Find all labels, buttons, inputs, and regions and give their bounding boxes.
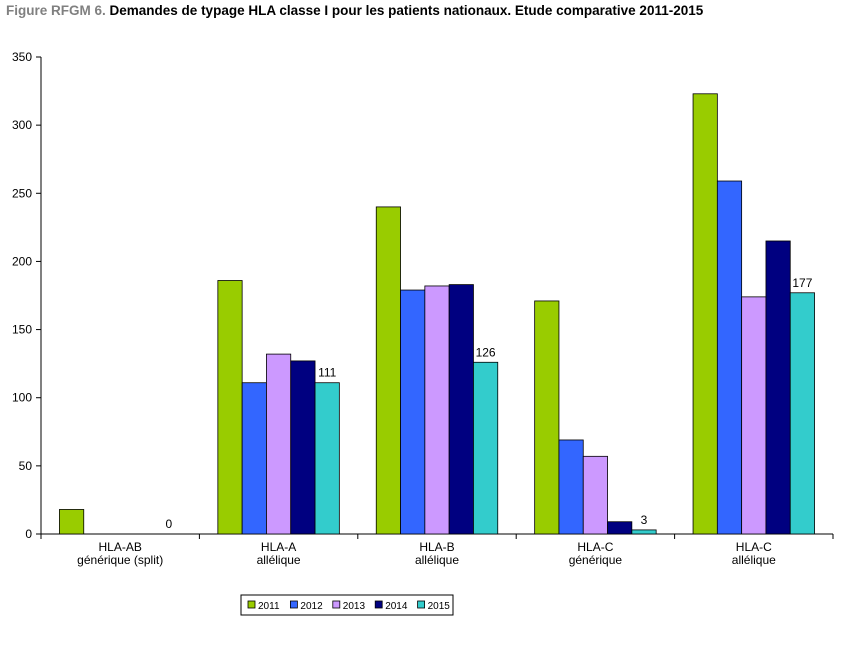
bar-2012-2 [400, 289, 426, 535]
y-tick-label: 200 [12, 254, 32, 268]
x-category-label: HLA-A [261, 540, 296, 554]
bar-2011-1 [217, 280, 243, 535]
legend-label-2013: 2013 [343, 601, 366, 612]
x-category-label: HLA-C [577, 540, 613, 554]
legend-swatch-2011 [247, 600, 256, 609]
bar-2014-1 [290, 360, 316, 535]
data-label: 0 [165, 517, 172, 531]
bar-2011-2 [375, 206, 401, 535]
bar-2015-3 [631, 529, 657, 535]
bar-2013-3 [582, 455, 608, 535]
x-category-label: HLA-C [736, 540, 772, 554]
y-tick-label: 50 [19, 459, 33, 473]
bar-2015-1 [314, 382, 340, 535]
chart-title: Figure RFGM 6. Demandes de typage HLA cl… [6, 3, 703, 18]
bar-2014-3 [607, 521, 633, 535]
bar-2012-3 [558, 439, 584, 535]
bar-2013-2 [424, 285, 450, 535]
y-tick-label: 0 [25, 527, 32, 541]
x-category-label: HLA-B [419, 540, 454, 554]
bar-2015-4 [789, 292, 815, 535]
data-label: 111 [318, 366, 337, 380]
bar-2014-2 [448, 284, 474, 535]
data-label: 177 [792, 276, 812, 290]
x-category-label: allélique [415, 553, 459, 567]
bar-2015-2 [473, 361, 499, 535]
x-category-label: allélique [732, 553, 776, 567]
legend-label-2015: 2015 [428, 601, 451, 612]
bar-2014-4 [765, 240, 791, 535]
y-tick-label: 150 [12, 323, 32, 337]
legend-swatch-2014 [374, 600, 383, 609]
legend-label-2014: 2014 [385, 601, 408, 612]
bar-2013-4 [741, 296, 767, 535]
data-label: 126 [476, 345, 496, 359]
chart-title-prefix: Figure RFGM 6. [6, 3, 106, 18]
y-tick-label: 100 [12, 391, 32, 405]
bar-2011-0 [59, 509, 85, 535]
legend-label-2011: 2011 [258, 601, 280, 612]
legend-box [240, 594, 454, 616]
y-tick-label: 300 [12, 118, 32, 132]
x-category-label: générique [569, 553, 623, 567]
legend-swatch-2015 [417, 600, 426, 609]
x-category-label: générique (split) [77, 553, 163, 567]
legend-swatch-2012 [289, 600, 298, 609]
x-category-label: allélique [257, 553, 301, 567]
bar-2012-4 [716, 180, 743, 535]
y-tick-label: 250 [12, 186, 32, 200]
bar-2012-1 [241, 382, 267, 535]
bar-2013-1 [266, 353, 292, 535]
legend-swatch-2013 [332, 600, 341, 609]
bar-2011-4 [692, 93, 718, 535]
legend-label-2012: 2012 [300, 601, 323, 612]
bar-2011-3 [534, 300, 560, 535]
x-category-label: HLA-AB [99, 540, 142, 554]
data-label: 3 [641, 513, 648, 527]
y-tick-label: 350 [12, 50, 32, 64]
chart-title-main: Demandes de typage HLA classe I pour les… [109, 3, 704, 18]
